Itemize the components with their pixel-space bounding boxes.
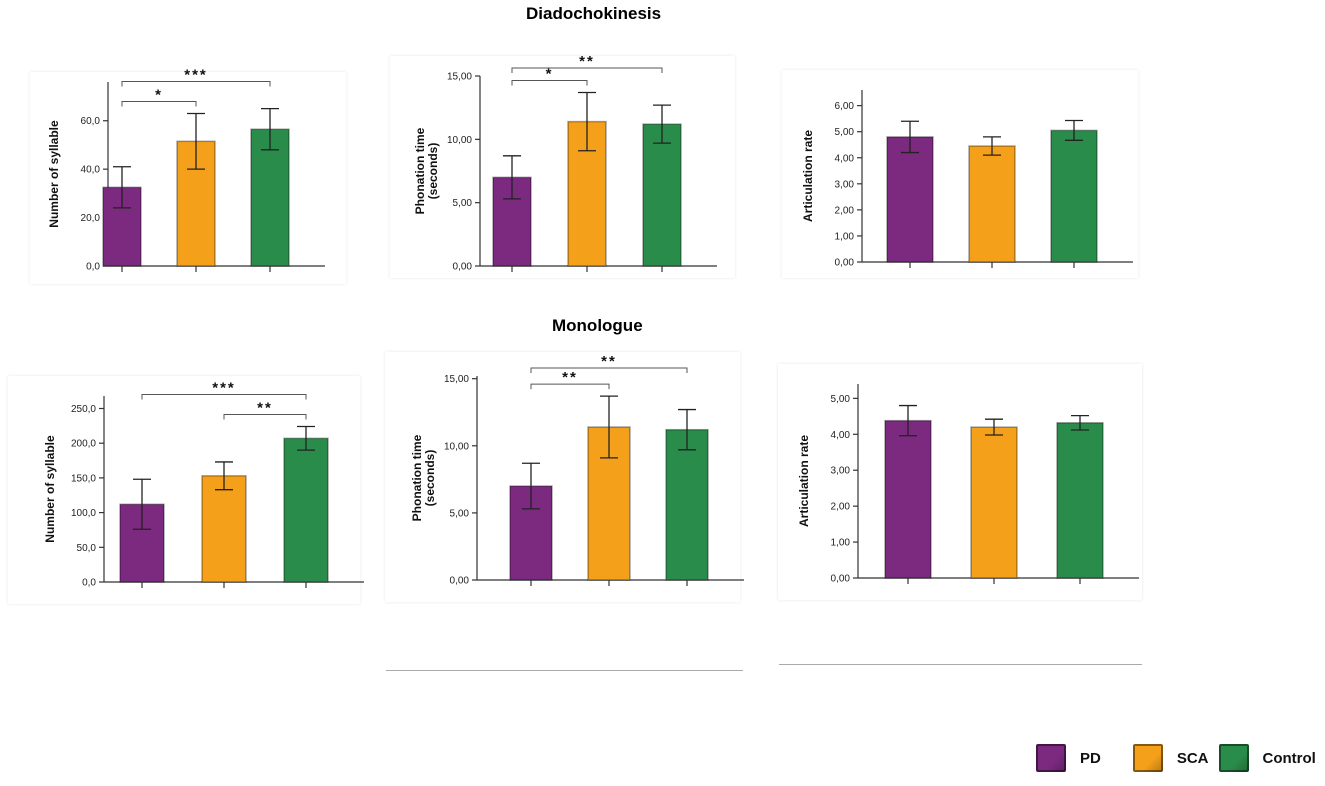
significance-label: ** bbox=[562, 369, 578, 386]
y-tick-label: 1,00 bbox=[835, 231, 855, 242]
y-axis-title: Number of syllable bbox=[43, 435, 57, 543]
y-tick-label: 15,00 bbox=[444, 374, 469, 385]
y-tick-label: 10,00 bbox=[444, 441, 469, 452]
legend-label: Control bbox=[1262, 749, 1316, 767]
bar-pd bbox=[884, 419, 932, 579]
y-axis-title: Number of syllable bbox=[47, 120, 61, 228]
y-axis-title: (seconds) bbox=[423, 450, 437, 507]
divider-line bbox=[779, 664, 1142, 665]
chart-panel-mono-articulation: 0,00 1,00 2,00 3,00 4,00 5,00 Articulation rat… bbox=[778, 364, 1142, 600]
y-tick-label: 200,0 bbox=[71, 439, 96, 450]
chart-panel-dk-phonation: 0,00 5,00 10,00 15,00 Phonation time (seconds… bbox=[390, 53, 735, 278]
bar-sca bbox=[201, 475, 247, 583]
bar-control bbox=[283, 437, 329, 583]
bar-chart: 0,00 1,00 2,00 3,00 4,00 5,00 6,00 Articulation… bbox=[801, 90, 1133, 269]
y-tick-label: 5,00 bbox=[453, 198, 473, 209]
significance-label: ** bbox=[579, 53, 595, 70]
y-tick-label: 40,0 bbox=[81, 165, 101, 176]
section-title-diadochokinesis: Diadochokinesis bbox=[526, 4, 662, 23]
significance-bracket bbox=[121, 80, 271, 87]
chart-panel-dk-syllables: 0,0 20,0 40,0 60,0 Number of syllable * *** bbox=[30, 66, 346, 284]
bar-sca bbox=[968, 145, 1016, 263]
legend-swatch-control bbox=[1218, 744, 1249, 772]
y-tick-label: 0,00 bbox=[450, 576, 470, 587]
significance-label: ** bbox=[257, 400, 273, 417]
significance-bracket bbox=[223, 414, 307, 420]
y-tick-label: 0,00 bbox=[453, 262, 473, 273]
y-tick-label: 50,0 bbox=[77, 543, 97, 554]
y-axis-title: Phonation time bbox=[410, 434, 424, 521]
y-tick-label: 0,0 bbox=[82, 578, 96, 589]
significance-label: * bbox=[155, 86, 163, 103]
significance-bracket bbox=[530, 367, 688, 373]
bar-control bbox=[1056, 422, 1104, 579]
legend-item-control: Control bbox=[1218, 744, 1316, 772]
legend-label: PD bbox=[1080, 749, 1101, 767]
y-tick-label: 60,0 bbox=[81, 116, 101, 127]
y-axis-title: Articulation rate bbox=[801, 130, 815, 222]
bar-sca bbox=[970, 426, 1018, 579]
y-tick-label: 3,00 bbox=[831, 466, 851, 477]
bar-chart: 0,00 1,00 2,00 3,00 4,00 5,00 Articulation rat… bbox=[797, 384, 1139, 585]
significance-bracket bbox=[511, 79, 588, 86]
y-axis-title: (seconds) bbox=[426, 143, 440, 200]
y-axis-title: Articulation rate bbox=[797, 435, 811, 527]
bar-chart: 0,00 5,00 10,00 15,00 Phonation time (seconds… bbox=[413, 53, 717, 273]
legend: PD SCA Control bbox=[1036, 744, 1316, 772]
significance-label: *** bbox=[212, 380, 236, 397]
bar-pd bbox=[886, 136, 934, 263]
significance-label: ** bbox=[601, 353, 617, 370]
y-tick-label: 5,00 bbox=[835, 127, 855, 138]
y-tick-label: 5,00 bbox=[831, 394, 851, 405]
significance-bracket bbox=[511, 67, 663, 73]
bar-control bbox=[642, 123, 682, 267]
chart-panel-dk-articulation: 0,00 1,00 2,00 3,00 4,00 5,00 6,00 Articulation… bbox=[782, 70, 1138, 278]
y-tick-label: 3,00 bbox=[835, 179, 855, 190]
y-tick-label: 150,0 bbox=[71, 473, 96, 484]
y-tick-label: 4,00 bbox=[835, 153, 855, 164]
bar-chart: 0,00 5,00 10,00 15,00 Phonation time (seconds… bbox=[410, 353, 744, 587]
bar-control bbox=[1050, 129, 1098, 263]
bar-control bbox=[250, 128, 290, 267]
significance-bracket bbox=[530, 383, 610, 390]
bar-control bbox=[665, 428, 709, 581]
y-tick-label: 20,0 bbox=[81, 213, 101, 224]
significance-label: * bbox=[546, 65, 554, 82]
significance-bracket bbox=[121, 100, 197, 107]
significance-label: *** bbox=[184, 66, 208, 83]
y-tick-label: 2,00 bbox=[835, 205, 855, 216]
significance-bracket bbox=[141, 394, 307, 400]
section-title-monologue: Monologue bbox=[552, 316, 643, 335]
y-tick-label: 1,00 bbox=[831, 538, 851, 549]
divider-line bbox=[386, 670, 743, 671]
y-tick-label: 0,0 bbox=[86, 262, 100, 273]
y-axis-title: Phonation time bbox=[413, 127, 427, 214]
legend-swatch-sca bbox=[1132, 744, 1163, 772]
y-tick-label: 10,00 bbox=[447, 135, 472, 146]
legend-item-sca: SCA bbox=[1132, 744, 1219, 772]
y-tick-label: 15,00 bbox=[447, 72, 472, 83]
y-tick-label: 0,00 bbox=[831, 574, 851, 585]
y-tick-label: 4,00 bbox=[831, 430, 851, 441]
y-tick-label: 2,00 bbox=[831, 502, 851, 513]
y-tick-label: 6,00 bbox=[835, 101, 855, 112]
bar-chart: 0,0 50,0 100,0 150,0 200,0 250,0 Number of syl… bbox=[43, 380, 364, 589]
legend-label: SCA bbox=[1176, 749, 1209, 767]
legend-item-pd: PD bbox=[1036, 744, 1133, 772]
y-tick-label: 100,0 bbox=[71, 508, 96, 519]
chart-panel-mono-syllables: 0,0 50,0 100,0 150,0 200,0 250,0 Number of syl… bbox=[8, 376, 364, 604]
y-tick-label: 0,00 bbox=[835, 258, 855, 269]
legend-swatch-pd bbox=[1036, 744, 1066, 772]
chart-panel-mono-phonation: 0,00 5,00 10,00 15,00 Phonation time (seconds… bbox=[385, 352, 744, 602]
y-tick-label: 250,0 bbox=[71, 404, 96, 415]
y-tick-label: 5,00 bbox=[450, 508, 470, 519]
